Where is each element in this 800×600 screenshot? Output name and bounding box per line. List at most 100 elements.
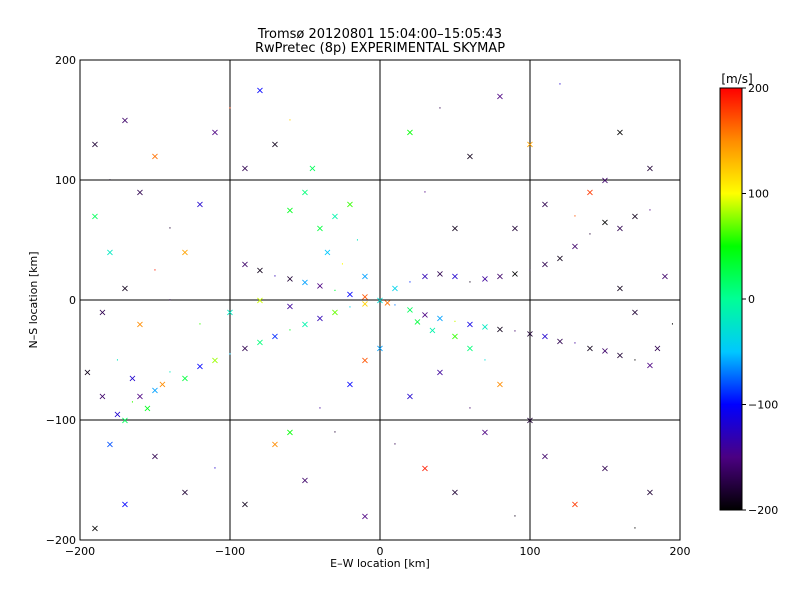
data-point: · (168, 368, 171, 379)
x-tick-label: 0 (377, 545, 384, 558)
data-point: × (121, 116, 129, 127)
data-point: × (346, 380, 354, 391)
data-point: × (361, 512, 369, 523)
data-point: × (211, 356, 219, 367)
data-point: × (631, 308, 639, 319)
data-point: × (541, 332, 549, 343)
data-point: × (541, 260, 549, 271)
data-point: × (601, 218, 609, 229)
data-point: × (98, 392, 106, 403)
data-point: × (616, 224, 624, 235)
data-point: × (361, 299, 369, 310)
colorbar-tick-label: −100 (748, 399, 778, 412)
data-point: × (241, 164, 249, 175)
data-point: × (616, 128, 624, 139)
data-point: × (436, 269, 444, 280)
data-point: × (481, 322, 489, 333)
data-point: × (256, 86, 264, 97)
data-point: × (436, 314, 444, 325)
colorbar-tick-label: −200 (748, 504, 778, 517)
data-point: · (288, 326, 291, 337)
data-point: × (413, 317, 421, 328)
data-point: · (198, 320, 201, 331)
data-point: · (483, 356, 486, 367)
data-point: × (436, 368, 444, 379)
data-point: × (586, 344, 594, 355)
data-point: × (136, 188, 144, 199)
data-point: · (671, 320, 674, 331)
data-point: × (616, 351, 624, 362)
y-tick-label: −200 (46, 534, 76, 547)
colorbar-tick-label: 100 (748, 188, 769, 201)
data-point: × (646, 488, 654, 499)
data-point: × (286, 274, 294, 285)
x-axis-label: E–W location [km] (330, 557, 430, 570)
data-point: · (348, 303, 351, 314)
data-point: × (466, 152, 474, 163)
data-point: × (113, 410, 121, 421)
x-tick-label: 100 (520, 545, 541, 558)
data-point: × (323, 248, 331, 259)
data-point: × (601, 346, 609, 357)
data-point: × (286, 206, 294, 217)
data-point: × (526, 416, 534, 427)
data-point: · (648, 206, 651, 217)
data-point: · (341, 260, 344, 271)
data-point: × (661, 272, 669, 283)
data-point: × (631, 212, 639, 223)
colorbar (719, 87, 743, 511)
data-point: × (601, 464, 609, 475)
data-point: × (106, 248, 114, 259)
y-tick-label: 100 (55, 174, 76, 187)
data-point: · (333, 286, 336, 297)
colorbar-tick-label: 200 (748, 82, 769, 95)
colorbar-label: [m/s] (721, 72, 752, 86)
data-point: × (541, 452, 549, 463)
data-point: × (361, 356, 369, 367)
data-point: · (558, 80, 561, 91)
data-point: · (573, 339, 576, 350)
data-point: × (181, 488, 189, 499)
data-point: × (376, 296, 384, 307)
data-point: × (301, 476, 309, 487)
data-point: · (513, 512, 516, 523)
data-point: × (181, 248, 189, 259)
data-point: × (383, 298, 391, 309)
data-point: × (481, 428, 489, 439)
data-point: · (468, 404, 471, 415)
data-point: · (633, 356, 636, 367)
data-point: × (136, 392, 144, 403)
data-point: × (346, 200, 354, 211)
data-point: × (91, 140, 99, 151)
chart-title: Tromsø 20120801 15:04:00–15:05:43 (257, 27, 502, 42)
data-point: × (511, 269, 519, 280)
data-point: · (333, 428, 336, 439)
data-point: × (481, 274, 489, 285)
data-point: × (496, 92, 504, 103)
data-point: × (121, 284, 129, 295)
data-point: × (496, 380, 504, 391)
data-point: × (526, 329, 534, 340)
data-point: × (346, 290, 354, 301)
data-point: × (211, 128, 219, 139)
data-point: × (121, 416, 129, 427)
data-point: × (586, 188, 594, 199)
data-point: × (646, 360, 654, 371)
x-tick-label: 200 (670, 545, 691, 558)
data-point: × (466, 344, 474, 355)
data-point: · (213, 464, 216, 475)
y-axis-label: N–S location [km] (27, 251, 40, 348)
data-point: × (496, 272, 504, 283)
data-point: × (653, 344, 661, 355)
data-point: · (318, 404, 321, 415)
data-points: × × × · × × × · × × × · × × × · × × × · × × × · × × × · × × × · × × × · × × × ·… (83, 80, 674, 535)
data-point: × (106, 440, 114, 451)
data-point: × (151, 452, 159, 463)
data-point: × (91, 524, 99, 535)
data-point: × (451, 224, 459, 235)
colorbar-tick-label: 0 (748, 293, 755, 306)
data-point: × (196, 362, 204, 373)
data-point: × (331, 308, 339, 319)
data-point: × (143, 404, 151, 415)
